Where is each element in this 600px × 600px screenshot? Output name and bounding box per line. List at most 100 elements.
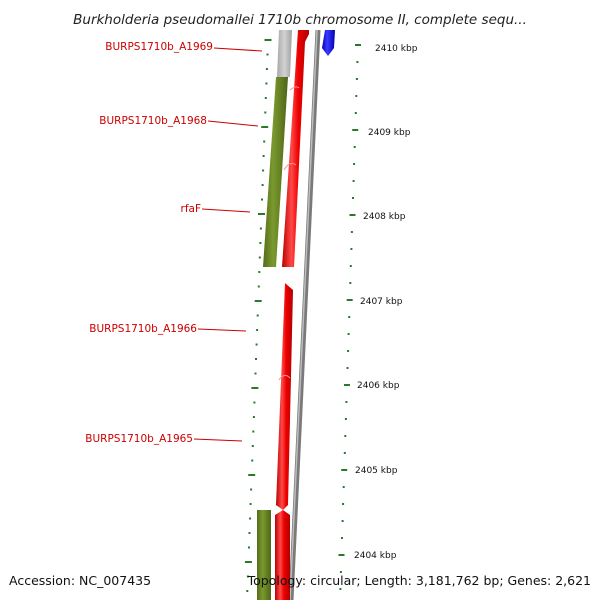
feature-gene-bottom[interactable] (257, 510, 271, 600)
ruler-minor-tick (352, 180, 355, 182)
scale-tick-label: 2405 kbp (355, 466, 398, 476)
track-dot (265, 68, 268, 70)
ruler-minor-tick (339, 588, 342, 590)
track-dash (254, 300, 262, 302)
leader-line-a1968 (207, 120, 259, 127)
track-dot (255, 343, 258, 346)
ruler-minor-tick (344, 418, 347, 420)
ruler-minor-tick (339, 571, 342, 573)
track-dot (253, 401, 256, 404)
ruler-minor-tick (350, 231, 353, 233)
feature-burps1710b-a1968-gene[interactable] (263, 77, 288, 267)
track-dot (265, 82, 268, 85)
ruler-major-tick (338, 554, 345, 556)
gene-label-rfaf[interactable]: rfaF (181, 203, 202, 215)
track-dot (258, 256, 261, 259)
track-dot (252, 430, 255, 433)
feature-cds-bottom[interactable] (275, 510, 290, 600)
gene-label-burps1710b-a1966[interactable]: BURPS1710b_A1966 (89, 323, 197, 335)
inner-track-dots (244, 39, 272, 592)
track-dot (264, 111, 267, 114)
feature-reverse-blue[interactable] (322, 30, 335, 56)
scale-tick-label: 2406 kbp (357, 381, 400, 391)
ruler-major-tick (352, 129, 359, 131)
track-dot (262, 169, 265, 172)
track-dot (249, 517, 252, 520)
ruler-minor-tick (345, 401, 348, 403)
ruler-minor-tick (350, 248, 353, 250)
scale-tick-label: 2408 kbp (363, 212, 406, 222)
feature-cds-lower[interactable] (276, 283, 293, 510)
leader-line-a1965 (193, 438, 243, 442)
track-dot (258, 271, 261, 273)
track-dot (250, 488, 253, 491)
ruler-major-tick (355, 44, 361, 46)
track-dot (251, 445, 254, 447)
ruler-minor-tick (349, 282, 352, 284)
ruler-minor-tick (352, 197, 354, 199)
track-dot (259, 227, 262, 230)
gene-label-burps1710b-a1965[interactable]: BURPS1710b_A1965 (85, 433, 193, 445)
sequence-backbone (288, 29, 321, 600)
track-dot (261, 198, 263, 201)
track-dot (246, 590, 249, 592)
leader-line-a1969 (213, 47, 263, 52)
ruler-minor-tick (353, 163, 356, 165)
cds-segment-divider (283, 162, 297, 171)
gene-label-burps1710b-a1968[interactable]: BURPS1710b_A1968 (99, 115, 207, 127)
ruler-major-tick (344, 384, 350, 386)
scale-tick-label: 2407 kbp (360, 297, 403, 307)
ruler-minor-tick (342, 503, 345, 505)
scale-tick-label: 2410 kbp (375, 44, 418, 54)
ruler-minor-tick (342, 486, 345, 488)
scale-tick-label: 2409 kbp (368, 128, 411, 138)
ruler-minor-tick (348, 316, 351, 318)
feature-burps1710b-a1969-other[interactable] (277, 30, 292, 77)
ruler-minor-tick (344, 435, 347, 437)
leader-line-a1966 (197, 328, 247, 332)
track-dot (256, 329, 259, 331)
ruler-minor-tick (355, 95, 358, 97)
track-dash (264, 39, 272, 41)
ruler-major-tick (346, 299, 353, 301)
leader-line-rfaf (201, 208, 251, 213)
ruler-major-tick (349, 214, 356, 216)
track-dot (263, 140, 266, 143)
ruler-minor-tick (356, 61, 359, 63)
track-dot (248, 532, 251, 534)
track-dot (249, 503, 252, 505)
ruler-minor-tick (353, 146, 356, 148)
track-dot (266, 53, 269, 56)
track-dot (259, 242, 262, 244)
ruler-minor-tick (349, 265, 352, 267)
track-dot (254, 372, 257, 375)
track-dot (257, 285, 260, 288)
track-dot (252, 416, 255, 418)
topology-summary-text: Topology: circular; Length: 3,181,762 bp… (247, 573, 591, 588)
track-dash (258, 213, 265, 215)
track-dash (244, 561, 252, 563)
scale-tick-label: 2404 kbp (354, 551, 397, 561)
ruler-minor-tick (341, 537, 343, 539)
track-dash (248, 474, 256, 476)
track-dot (262, 155, 265, 157)
ruler-minor-tick (347, 350, 350, 352)
accession-text: Accession: NC_007435 (9, 573, 152, 588)
ruler-minor-tick (341, 520, 344, 522)
track-dot (248, 546, 250, 549)
feature-cds-upper[interactable] (282, 30, 309, 267)
map-title: Burkholderia pseudomallei 1710b chromoso… (73, 12, 527, 28)
ruler-minor-tick (354, 112, 357, 114)
track-dash (261, 126, 269, 128)
ruler-major-tick (341, 469, 348, 471)
cds-segment-divider (278, 374, 291, 381)
track-dot (251, 459, 254, 462)
track-dot (264, 97, 267, 99)
track-dot (261, 184, 264, 186)
ruler-minor-tick (355, 78, 358, 80)
gene-label-burps1710b-a1969[interactable]: BURPS1710b_A1969 (105, 41, 213, 53)
ruler-minor-tick (346, 367, 349, 369)
ruler-minor-tick (347, 333, 350, 335)
